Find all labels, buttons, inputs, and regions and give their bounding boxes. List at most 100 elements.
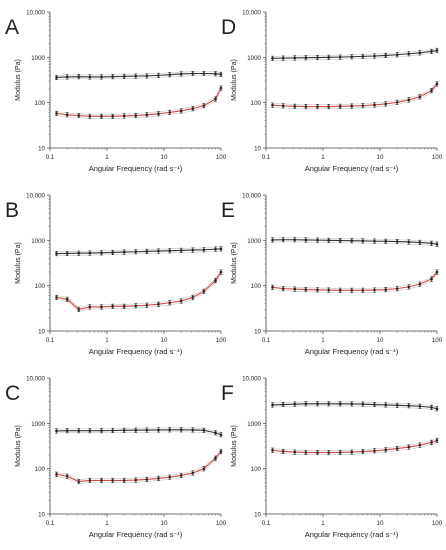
storage-modulus-point <box>168 249 172 253</box>
y-tick-label: 10 <box>38 329 45 336</box>
storage-modulus-point <box>384 54 388 57</box>
storage-modulus-replicate-trace <box>272 401 438 408</box>
storage-modulus-line <box>272 49 438 59</box>
y-tick-label: 100 <box>35 466 46 473</box>
storage-modulus-point <box>271 57 274 60</box>
x-tick-label: 0.1 <box>46 154 55 161</box>
storage-modulus-point <box>418 241 422 244</box>
loss-modulus-replicate-trace <box>56 86 222 115</box>
x-tick-label: 100 <box>432 520 443 527</box>
panel-letter: F <box>221 382 234 405</box>
loss-modulus-point <box>168 475 172 479</box>
x-axis-title: Angular Frequency (rad s⁻¹) <box>89 347 183 356</box>
loss-modulus-replicate-trace <box>56 269 222 308</box>
storage-modulus-series <box>55 427 223 438</box>
storage-modulus-series <box>271 237 439 247</box>
x-tick-label: 1 <box>105 154 109 161</box>
y-tick-label: 1000 <box>247 55 261 62</box>
storage-modulus-point <box>202 248 206 252</box>
loss-modulus-point <box>338 289 342 292</box>
loss-modulus-point <box>202 104 206 107</box>
loss-modulus-point <box>350 289 354 292</box>
y-tick-label: 10,000 <box>26 376 45 383</box>
loss-modulus-point <box>271 286 274 289</box>
loss-modulus-point <box>435 439 439 442</box>
storage-modulus-point <box>55 76 58 79</box>
storage-modulus-point <box>145 74 149 78</box>
loss-modulus-point <box>327 288 331 292</box>
loss-modulus-point <box>100 305 103 309</box>
storage-modulus-point <box>271 403 274 407</box>
panel-e: E 10 100 1000 10,000 0.1 1 10 100 Angular Frequen… <box>221 193 443 357</box>
x-tick-label: 1 <box>321 154 325 161</box>
y-tick-label: 10,000 <box>26 10 45 17</box>
storage-modulus-line <box>272 403 438 410</box>
loss-modulus-replicate-trace <box>56 453 222 484</box>
loss-modulus-series <box>55 85 223 119</box>
storage-modulus-point <box>214 247 217 251</box>
storage-modulus-point <box>293 402 297 406</box>
storage-modulus-point <box>435 407 439 411</box>
storage-modulus-point <box>418 51 422 55</box>
storage-modulus-point <box>271 238 274 242</box>
loss-modulus-point <box>55 112 58 115</box>
y-tick-label: 100 <box>35 283 46 290</box>
storage-modulus-point <box>384 240 388 243</box>
x-tick-label: 100 <box>216 154 227 161</box>
storage-modulus-line <box>56 429 222 436</box>
loss-modulus-point <box>202 290 206 293</box>
storage-modulus-point <box>168 73 172 76</box>
y-axis-title: Modulus (Pa) <box>15 242 22 284</box>
storage-modulus-point <box>179 72 183 76</box>
storage-modulus-point <box>327 402 331 406</box>
loss-modulus-series <box>55 269 223 312</box>
x-tick-label: 10 <box>161 337 168 344</box>
storage-modulus-point <box>338 55 342 59</box>
x-tick-label: 100 <box>216 520 227 527</box>
loss-modulus-point <box>407 445 411 449</box>
loss-modulus-point <box>338 451 342 454</box>
x-tick-label: 1 <box>105 520 109 527</box>
loss-modulus-point <box>271 103 274 107</box>
loss-modulus-point <box>202 467 206 470</box>
storage-modulus-point <box>202 429 206 432</box>
loss-modulus-point <box>65 298 69 301</box>
loss-modulus-point <box>55 473 58 476</box>
storage-modulus-point <box>88 429 92 432</box>
storage-modulus-point <box>373 239 376 243</box>
storage-modulus-point <box>100 75 103 79</box>
y-axis-title: Modulus (Pa) <box>15 425 22 467</box>
storage-modulus-point <box>111 75 115 78</box>
storage-modulus-point <box>157 74 160 77</box>
loss-modulus-point <box>122 305 126 308</box>
loss-modulus-point <box>384 102 388 106</box>
y-tick-label: 1000 <box>31 421 45 428</box>
storage-modulus-point <box>316 56 319 59</box>
loss-modulus-point <box>111 115 115 118</box>
storage-modulus-point <box>350 239 354 243</box>
x-tick-label: 0.1 <box>262 154 271 161</box>
storage-modulus-replicate-trace <box>272 48 438 57</box>
storage-modulus-line <box>272 239 438 245</box>
storage-modulus-point <box>327 239 331 242</box>
storage-modulus-point <box>304 238 308 242</box>
loss-modulus-point <box>179 299 183 303</box>
y-tick-label: 10,000 <box>242 193 261 200</box>
loss-modulus-series <box>271 81 439 110</box>
loss-modulus-series <box>271 269 439 293</box>
storage-modulus-point <box>157 249 160 253</box>
panel-letter: A <box>5 16 19 39</box>
loss-modulus-point <box>350 104 354 108</box>
x-tick-label: 1 <box>105 337 109 344</box>
storage-modulus-point <box>338 239 342 242</box>
loss-modulus-point <box>157 112 160 116</box>
storage-modulus-point <box>293 56 297 60</box>
loss-modulus-point <box>418 282 422 286</box>
storage-modulus-point <box>134 428 138 432</box>
storage-modulus-point <box>77 251 81 255</box>
loss-modulus-replicate-trace <box>272 269 438 289</box>
loss-modulus-replicate-trace <box>272 438 438 452</box>
panel-d: D 10 100 1000 10,000 0.1 1 10 100 Angular Frequen… <box>221 10 443 174</box>
storage-modulus-replicate-trace <box>56 250 222 256</box>
loss-modulus-point <box>77 480 81 483</box>
